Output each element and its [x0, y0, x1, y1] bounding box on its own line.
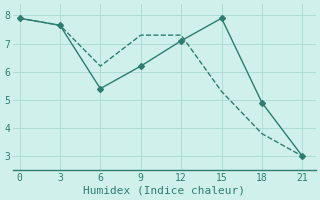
- X-axis label: Humidex (Indice chaleur): Humidex (Indice chaleur): [83, 186, 245, 196]
